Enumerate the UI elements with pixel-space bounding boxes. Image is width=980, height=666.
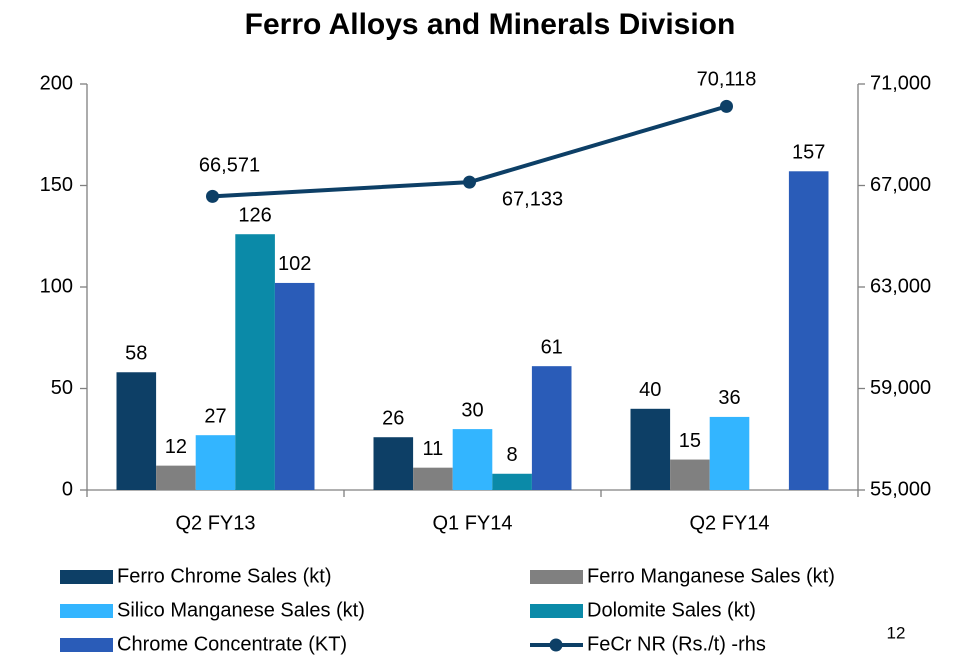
bar [630,408,671,490]
bar-label: 157 [792,142,825,164]
bar-label: 40 [639,379,661,401]
page-number: 12 [887,623,906,642]
legend-label: Ferro Chrome Sales (kt) [117,565,332,587]
y2-tick-label: 63,000 [870,275,931,297]
bar-label: 11 [423,438,444,460]
legend-swatch [530,570,583,584]
y2-tick-label: 71,000 [870,72,931,94]
legend-swatch [60,638,113,652]
y2-tick-label: 59,000 [870,377,931,399]
x-tick-label: Q2 FY13 [175,512,255,534]
bar [531,366,572,490]
line-label: 66,571 [199,155,260,177]
y2-tick-label: 55,000 [870,478,931,500]
legend-swatch [60,604,113,618]
line-point [720,99,733,113]
y-tick-label: 50 [51,377,73,399]
x-tick-label: Q2 FY14 [689,512,769,534]
bar-label: 27 [204,405,226,427]
bar-label: 102 [278,253,311,275]
bar [413,467,453,490]
bar-label: 26 [382,408,404,430]
bar-label: 61 [541,336,563,358]
y-tick-label: 100 [40,275,73,297]
y-tick-label: 0 [62,478,73,500]
legend-label: Silico Manganese Sales (kt) [117,599,365,621]
legend-label: Dolomite Sales (kt) [587,599,756,621]
bar [788,171,829,491]
bar-label: 126 [238,205,271,227]
bar-label: 30 [461,399,483,421]
x-tick-label: Q1 FY14 [432,512,512,534]
y-tick-label: 150 [40,174,73,196]
legend-label: Ferro Manganese Sales (kt) [587,565,835,587]
bar-label: 58 [125,343,147,365]
bar [373,437,414,490]
bar-label: 12 [165,436,187,458]
bar [235,234,275,490]
line-point [463,175,476,189]
legend-swatch [530,604,583,618]
bar [195,435,236,490]
bar [492,473,532,490]
chart-title: Ferro Alloys and Minerals Division [245,8,736,41]
bar [670,459,710,490]
bar [116,372,157,490]
line-point [206,189,219,203]
y-tick-label: 200 [40,72,73,94]
bar-label: 8 [507,444,518,466]
y2-tick-label: 67,000 [870,174,931,196]
bar-label: 36 [718,387,740,409]
bar-label: 15 [679,430,701,452]
bar [709,416,750,490]
bar [452,429,493,490]
bar [156,465,196,490]
legend-swatch [60,570,113,584]
legend-swatch-point [549,638,563,652]
legend-label: Chrome Concentrate (KT) [117,633,347,655]
line-label: 67,133 [502,188,563,210]
legend-label: FeCr NR (Rs./t) -rhs [587,633,766,655]
bar [274,282,315,490]
line-label: 70,118 [697,69,757,91]
